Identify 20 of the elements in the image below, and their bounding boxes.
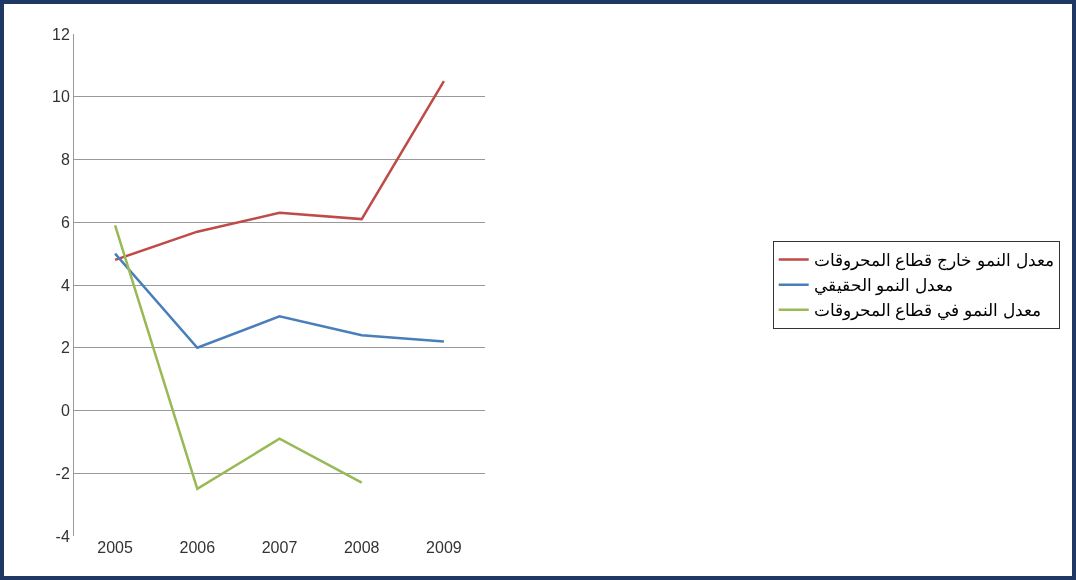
y-tick-label: -4 xyxy=(55,527,70,545)
y-tick-label: 12 xyxy=(52,25,70,43)
line-series xyxy=(113,224,363,491)
x-tick-label: 2005 xyxy=(97,539,133,556)
x-tick-label: 2009 xyxy=(426,539,462,556)
x-tick-label: 2006 xyxy=(179,539,216,556)
y-tick-label: 2 xyxy=(60,339,70,357)
y-tick-label: 0 xyxy=(60,402,70,420)
legend-label: معدل النمو خارج قطاع المحروقات xyxy=(813,251,1054,272)
y-tick-label: -2 xyxy=(55,464,70,482)
y-tick-label: 10 xyxy=(52,88,70,106)
x-tick-label: 2008 xyxy=(343,539,380,556)
x-tick-label: 2007 xyxy=(261,539,298,556)
y-tick-label: 6 xyxy=(60,213,70,231)
line-series xyxy=(113,79,446,262)
line-series xyxy=(113,252,446,349)
legend-label: معدل النمو في قطاع المحروقات xyxy=(813,301,1041,322)
legend-label: معدل النمو الحقيقي xyxy=(813,276,954,297)
y-tick-label: 8 xyxy=(60,151,70,169)
y-tick-label: 4 xyxy=(60,276,70,294)
